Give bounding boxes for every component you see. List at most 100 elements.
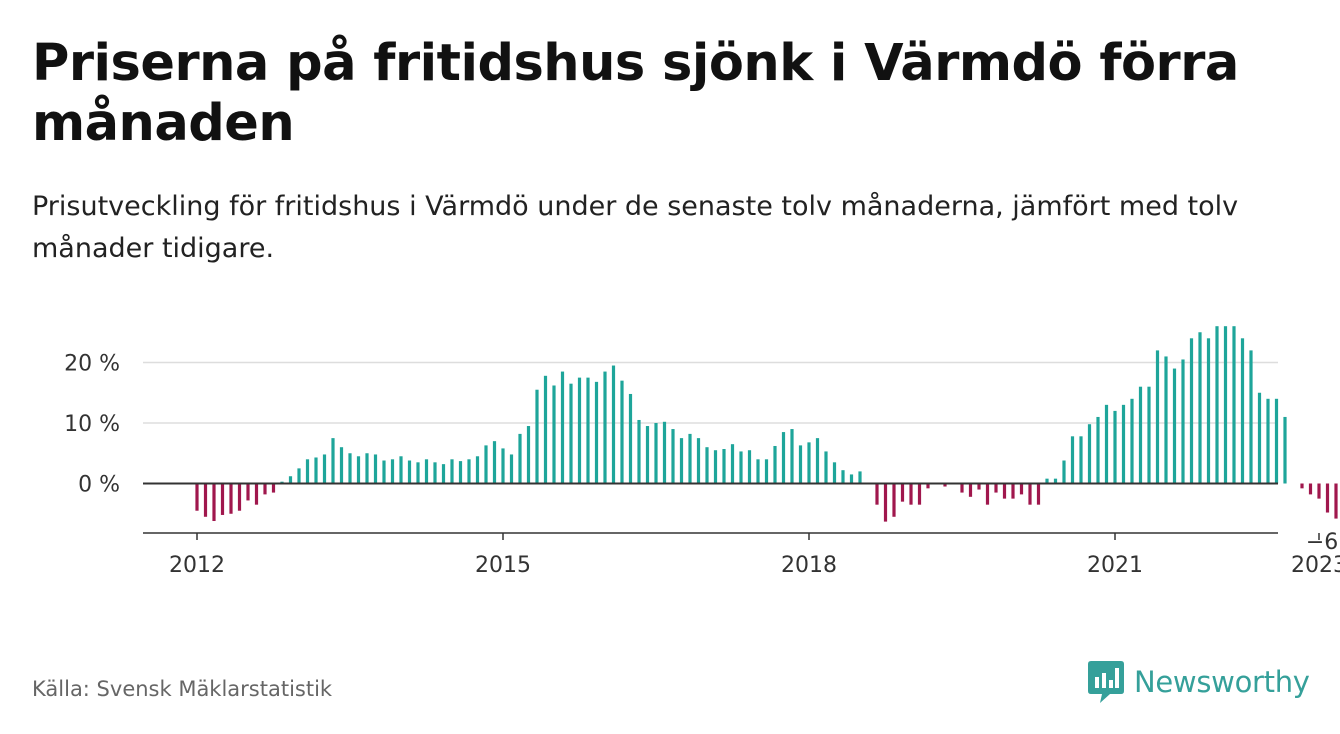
bar [773,445,777,484]
x-tick-label: 2021 [1087,553,1143,578]
bar [322,454,327,484]
bar [603,371,607,484]
brand-name: Newsworthy [1134,665,1310,699]
bar [467,459,471,484]
bar [1172,368,1177,484]
bar [985,483,990,505]
bar [671,429,675,484]
bar [611,365,616,484]
bar [433,462,437,484]
bar [1164,356,1168,484]
bar [1198,332,1202,484]
bar [1300,483,1304,489]
y-tick-label: 0 % [78,473,120,498]
bar [586,377,590,484]
brand-logo: Newsworthy [1088,660,1310,704]
bar [943,483,947,487]
bar [237,483,242,511]
axes: 0 % 10 % 20 % 2012 2015 2018 2021 2023−6 % [64,352,1340,579]
bar [331,438,335,484]
bar [1240,338,1245,484]
bar [1070,436,1075,484]
source-note: Källa: Svensk Mäklarstatistik [32,677,333,701]
bar [271,483,276,493]
bar [713,450,718,484]
bar [339,447,344,484]
chart-title: Priserna på fritidshus sjönk i Värmdö fö… [32,34,1239,153]
bar [832,462,837,484]
bar [858,471,862,484]
bar [1189,338,1194,484]
bar [994,483,998,493]
bar [960,483,964,493]
bar [229,483,233,514]
bar [458,461,463,484]
bar [968,483,973,497]
bar [1121,404,1126,484]
bar [535,389,539,484]
bar [1317,483,1321,499]
bar [1138,386,1143,484]
bar [1147,386,1151,484]
bar [917,483,922,505]
bar [1155,350,1160,484]
bar [560,371,565,484]
bar [1028,483,1032,505]
bar [849,474,854,484]
bar [1334,483,1338,519]
bar [875,483,879,505]
bar [543,375,548,484]
bar [1274,398,1279,484]
bar [1266,398,1270,484]
bar [1181,359,1185,484]
bar [1096,416,1100,484]
bar [798,445,803,484]
x-tick-label: 2012 [169,553,225,578]
bar [1257,392,1262,484]
bar [1206,338,1211,484]
bar [722,449,726,484]
bar [1223,326,1228,484]
bar [1045,478,1049,484]
bar [594,381,599,484]
bar [1104,404,1109,484]
bar [246,483,250,501]
bar [892,483,896,517]
bar [645,426,650,484]
bar [1113,410,1117,484]
bar [705,447,709,484]
bar [747,450,752,484]
bar [518,433,522,484]
bar [450,459,454,484]
bar [654,423,658,484]
grid-lines [143,361,1278,424]
bar [790,429,794,484]
bar [390,459,395,484]
bar [212,483,216,522]
bar [883,483,888,522]
bar [730,444,735,484]
bar [356,456,361,484]
bar [484,445,488,484]
bar [509,454,514,484]
bar [909,483,913,505]
bar [1308,483,1313,495]
bar [416,462,420,484]
bar [203,483,208,517]
bar [662,421,667,484]
bar [1036,483,1041,505]
bar [348,453,352,484]
bar [526,426,531,484]
bar [305,459,310,484]
x-tick-label: 2023 [1291,553,1340,578]
bar [807,442,811,484]
bar [781,432,786,484]
bar [977,483,981,490]
chart-subtitle: Prisutveckling för fritidshus i Värmdö u… [32,191,1239,264]
bar [195,483,199,511]
bar [900,483,905,502]
bar [373,454,378,484]
bar [424,459,429,484]
x-tick-label: 2018 [781,553,837,578]
bar [297,468,301,484]
